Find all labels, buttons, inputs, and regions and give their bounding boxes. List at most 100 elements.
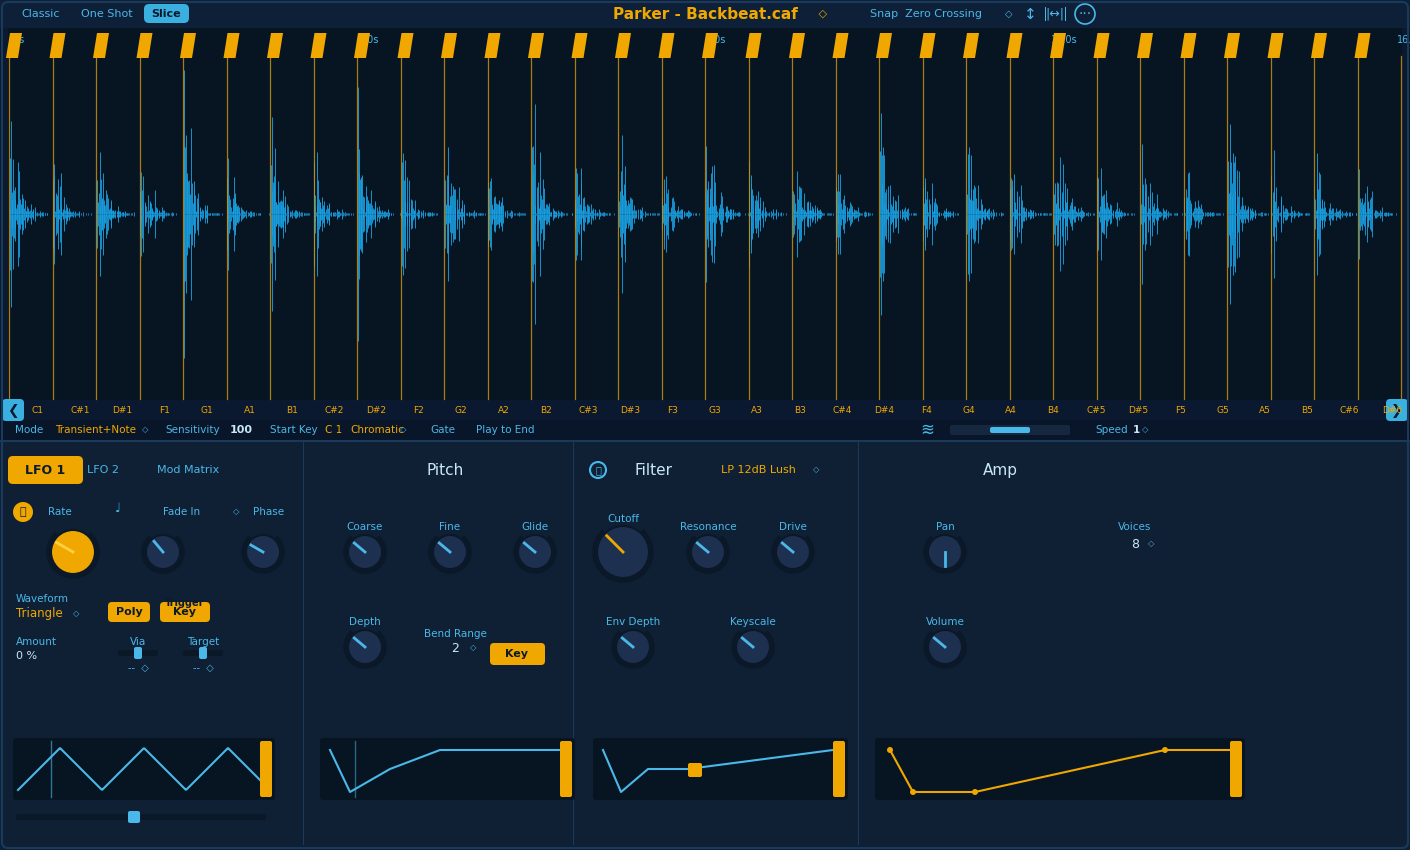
Text: ♩: ♩	[116, 502, 121, 514]
Text: 1: 1	[1134, 425, 1141, 435]
Circle shape	[736, 630, 770, 664]
Text: LP 12dB Lush: LP 12dB Lush	[721, 465, 795, 475]
Text: Keyscale: Keyscale	[730, 617, 776, 627]
Text: Pan: Pan	[936, 522, 955, 532]
Text: ❮: ❮	[7, 404, 18, 418]
Text: Amp: Amp	[983, 462, 1018, 478]
Text: Trigger: Trigger	[165, 598, 204, 608]
Text: Play to End: Play to End	[477, 425, 534, 435]
Text: Fade In: Fade In	[164, 507, 200, 517]
FancyBboxPatch shape	[159, 602, 210, 622]
Text: Poly: Poly	[116, 607, 142, 617]
Bar	[8, 28, 1402, 400]
Text: C#3: C#3	[578, 405, 598, 415]
FancyBboxPatch shape	[259, 741, 272, 797]
Text: --  ◇: -- ◇	[193, 663, 213, 673]
Circle shape	[616, 630, 650, 664]
Text: 4.0s: 4.0s	[360, 35, 379, 45]
Text: ⏻: ⏻	[20, 507, 27, 517]
Text: B5: B5	[1301, 405, 1313, 415]
Polygon shape	[1094, 33, 1110, 58]
Polygon shape	[1224, 33, 1239, 58]
FancyBboxPatch shape	[1230, 741, 1242, 797]
Text: Pitch: Pitch	[426, 462, 464, 478]
Text: Snap  Zero Crossing: Snap Zero Crossing	[870, 9, 981, 19]
Text: Gate: Gate	[430, 425, 455, 435]
Circle shape	[928, 535, 962, 569]
Polygon shape	[137, 33, 152, 58]
Text: Transient+Note: Transient+Note	[55, 425, 135, 435]
Text: A4: A4	[1005, 405, 1017, 415]
Text: B3: B3	[794, 405, 805, 415]
FancyBboxPatch shape	[183, 650, 223, 656]
Text: G2: G2	[455, 405, 468, 415]
Polygon shape	[354, 33, 369, 58]
Polygon shape	[746, 33, 761, 58]
Bar	[0, 0, 1410, 28]
Text: C1: C1	[32, 405, 44, 415]
Text: Fine: Fine	[440, 522, 461, 532]
Text: D#4: D#4	[874, 405, 894, 415]
Polygon shape	[485, 33, 501, 58]
Text: D#6: D#6	[1382, 405, 1402, 415]
FancyBboxPatch shape	[320, 738, 575, 800]
Polygon shape	[1268, 33, 1283, 58]
Text: ↕: ↕	[1024, 7, 1036, 21]
FancyBboxPatch shape	[990, 427, 1029, 433]
Text: Env Depth: Env Depth	[606, 617, 660, 627]
Text: D#5: D#5	[1128, 405, 1148, 415]
Polygon shape	[571, 33, 588, 58]
Text: A3: A3	[752, 405, 763, 415]
Text: F3: F3	[667, 405, 678, 415]
Text: 2: 2	[451, 642, 458, 654]
Text: ◇: ◇	[233, 507, 240, 517]
Text: Rate: Rate	[48, 507, 72, 517]
Circle shape	[517, 535, 551, 569]
FancyBboxPatch shape	[13, 738, 275, 800]
Text: F4: F4	[921, 405, 932, 415]
Polygon shape	[876, 33, 893, 58]
Text: Parker - Backbeat.caf: Parker - Backbeat.caf	[612, 7, 798, 21]
Bar	[859, 442, 1409, 850]
Text: ◇: ◇	[142, 426, 148, 434]
Text: B1: B1	[286, 405, 298, 415]
Text: G4: G4	[963, 405, 976, 415]
Polygon shape	[441, 33, 457, 58]
Text: D#3: D#3	[620, 405, 640, 415]
Text: LFO 1: LFO 1	[25, 463, 65, 477]
Polygon shape	[919, 33, 935, 58]
Text: Speed: Speed	[1096, 425, 1128, 435]
Text: ❯: ❯	[1392, 404, 1403, 418]
Circle shape	[348, 630, 382, 664]
Text: Via: Via	[130, 637, 147, 647]
Text: 12.0s: 12.0s	[1050, 35, 1077, 45]
Circle shape	[909, 789, 916, 795]
Text: A5: A5	[1259, 405, 1270, 415]
FancyBboxPatch shape	[688, 763, 702, 777]
Polygon shape	[832, 33, 849, 58]
Text: Waveform: Waveform	[16, 594, 69, 604]
FancyBboxPatch shape	[594, 738, 847, 800]
Circle shape	[147, 535, 180, 569]
Bar	[0, 420, 1410, 440]
Polygon shape	[615, 33, 632, 58]
Circle shape	[596, 526, 649, 578]
Circle shape	[971, 789, 979, 795]
FancyBboxPatch shape	[118, 650, 158, 656]
Text: 8: 8	[1131, 537, 1139, 551]
Text: ≋: ≋	[919, 421, 933, 439]
Circle shape	[1162, 747, 1167, 753]
Text: C#5: C#5	[1086, 405, 1105, 415]
Text: Target: Target	[188, 637, 219, 647]
Text: D#2: D#2	[367, 405, 386, 415]
Text: G1: G1	[200, 405, 214, 415]
Circle shape	[928, 630, 962, 664]
Polygon shape	[527, 33, 544, 58]
Polygon shape	[310, 33, 327, 58]
Text: Slice: Slice	[151, 9, 180, 19]
Text: 0 %: 0 %	[16, 651, 37, 661]
FancyBboxPatch shape	[876, 738, 1245, 800]
Text: B2: B2	[540, 405, 551, 415]
Circle shape	[433, 535, 467, 569]
FancyBboxPatch shape	[491, 643, 546, 665]
